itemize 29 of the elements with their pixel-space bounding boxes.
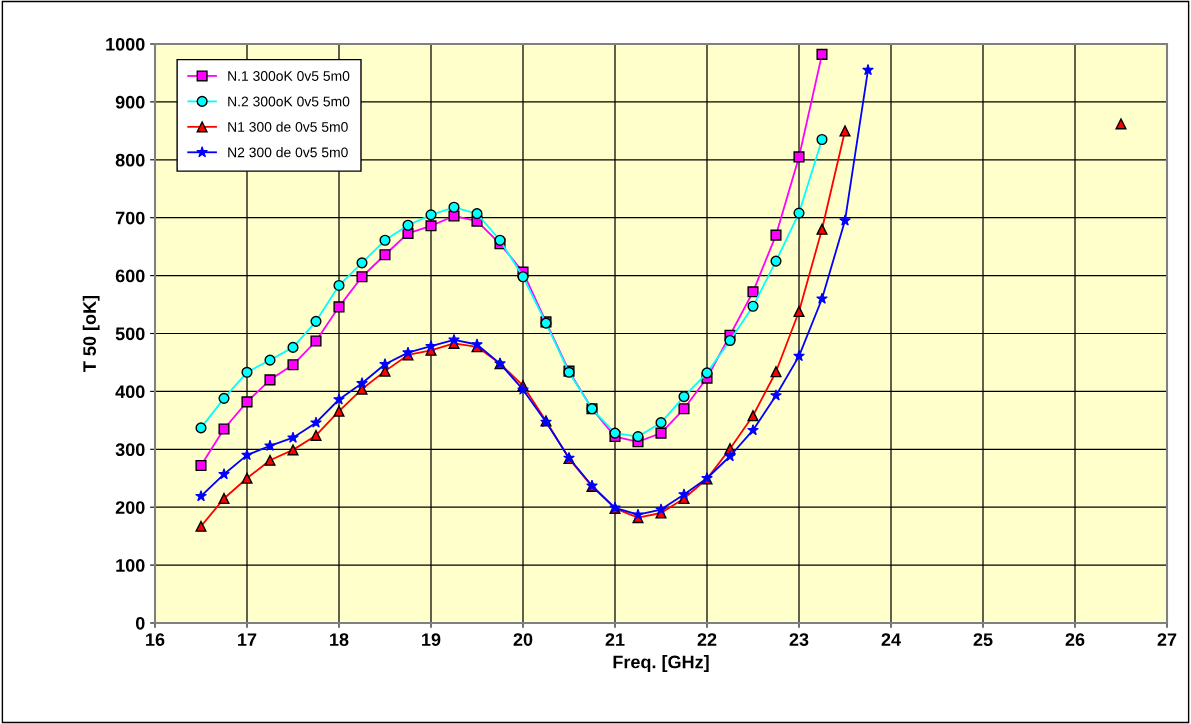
- x-tick-label: 24: [881, 633, 901, 646]
- x-tick-label: 17: [238, 633, 257, 646]
- x-axis-title: Freq. [GHz]: [613, 655, 709, 672]
- y-axis-title: T 50 [oK]: [82, 295, 100, 372]
- y-tick-label: 500: [115, 327, 145, 341]
- y-tick-label: 300: [115, 443, 145, 457]
- x-tick-label: 23: [789, 633, 809, 647]
- y-tick-label: 400: [115, 385, 145, 399]
- legend-label: N2 300 de 0v5 5m0: [228, 147, 348, 158]
- x-tick-label: 26: [1065, 633, 1085, 646]
- y-tick-label: 800: [115, 153, 145, 167]
- y-tick-label: 100: [116, 559, 145, 572]
- legend-label: N1 300 de 0v5 5m0: [228, 121, 348, 132]
- x-tick-label: 21: [605, 633, 625, 646]
- y-tick-label: 900: [115, 95, 145, 109]
- legend-label: N.2 300oK 0v5 5m0: [228, 96, 350, 107]
- y-tick-label: 600: [115, 269, 145, 283]
- y-tick-label: 0: [135, 616, 145, 630]
- x-tick-label: 27: [1157, 633, 1177, 646]
- x-tick-label: 16: [146, 633, 165, 646]
- legend-label: N.1 300oK 0v5 5m0: [228, 71, 350, 81]
- x-tick-label: 18: [330, 633, 349, 646]
- x-tick-label: 20: [513, 633, 533, 646]
- x-tick-label: 25: [973, 633, 993, 646]
- x-tick-label: 22: [697, 633, 717, 646]
- y-tick-label: 700: [115, 211, 145, 225]
- y-tick-label: 1000: [106, 37, 145, 51]
- x-tick-label: 19: [422, 633, 441, 646]
- y-tick-label: 200: [115, 501, 145, 514]
